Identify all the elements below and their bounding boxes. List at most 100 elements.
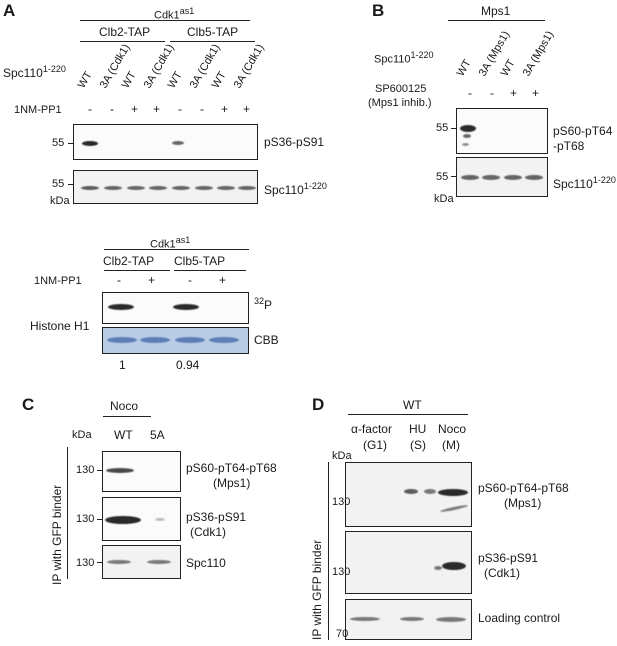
panel-a-lane-1: WT [75, 69, 95, 91]
band [350, 617, 380, 621]
band [173, 304, 199, 310]
panel-a-kinase-blot-cbb [102, 327, 249, 354]
band [107, 337, 137, 343]
panel-c-marker-1: 130 [76, 464, 95, 476]
panel-d-marker-2: 130 [332, 566, 351, 578]
panel-a-treat-5: - [178, 102, 182, 116]
panel-b-lane-3: WT [498, 57, 518, 79]
band [149, 186, 167, 190]
band [155, 518, 165, 521]
panel-c-marker-tick-3 [97, 562, 102, 563]
band [504, 175, 522, 180]
band [438, 489, 468, 496]
band [525, 175, 543, 180]
panel-b-marker-2: 55 [436, 171, 449, 183]
panel-d-blot-1 [345, 462, 472, 527]
panel-b-treat-3: + [510, 86, 518, 100]
panel-a-row-1nmpp1: 1NM-PP1 [14, 104, 62, 116]
panel-c-lane-5a: 5A [150, 428, 165, 442]
panel-d-side-label: IP with GFP binder [310, 539, 324, 640]
panel-a-treat-7: + [221, 102, 229, 116]
panel-d-letter: D [312, 395, 325, 414]
band [400, 617, 424, 621]
panel-c-marker-tick-2 [97, 519, 102, 520]
panel-d-cond-1: α-factor [351, 422, 392, 436]
panel-b-treat-2: - [490, 86, 494, 100]
panel-a-marker-tick-2 [68, 184, 73, 185]
band [105, 516, 141, 524]
panel-a-group-line-1 [80, 41, 165, 42]
panel-a-kinase-treat-4: + [219, 273, 227, 287]
panel-a-blot-phospho-label: pS36-pS91 [264, 135, 325, 149]
panel-d-side-bracket [328, 462, 329, 640]
panel-d-marker-3: 70 [336, 628, 349, 640]
panel-a-blot-total-label: Spc1101-220 [264, 181, 327, 197]
panel-c-marker-3: 130 [76, 557, 95, 569]
panel-a-lane-7: WT [209, 69, 229, 91]
band [140, 337, 170, 343]
panel-c-blot-3 [102, 545, 181, 579]
panel-c-letter: C [22, 395, 35, 414]
panel-a-treat-6: - [200, 102, 204, 116]
panel-d-phase-2: (S) [410, 438, 426, 452]
panel-d-strain: WT [403, 398, 422, 412]
band [463, 134, 471, 138]
panel-b-lane-4: 3A (Mps1) [520, 29, 557, 79]
panel-b-marker-tick-2 [451, 176, 456, 177]
panel-c-condition: Noco [110, 399, 139, 413]
panel-b-marker-tick-1 [451, 128, 456, 129]
panel-a-kinase-quant-2: 0.94 [176, 358, 200, 372]
band [147, 560, 171, 564]
panel-d-cond-3: Noco [438, 422, 467, 436]
panel-a-lane-8: 3A (Cdk1) [231, 42, 267, 91]
panel-b-treat-1: - [468, 86, 472, 100]
panel-a-blot-total [73, 170, 258, 204]
band [404, 489, 418, 494]
panel-a-treat-8: + [243, 102, 251, 116]
panel-c-blot-2-label-1: pS36-pS91 [186, 510, 247, 524]
panel-a-kinase-strain-line [104, 249, 249, 250]
panel-c-kda: kDa [72, 429, 92, 441]
panel-c-blot-2-label-2: (Cdk1) [190, 525, 227, 539]
panel-a-lane-5: WT [165, 69, 185, 91]
band [434, 566, 442, 570]
panel-d-marker-1: 130 [332, 496, 351, 508]
band [439, 504, 469, 513]
panel-d-blot-1-label-2: (Mps1) [504, 496, 542, 510]
panel-a-kinase-group-clb2: Clb2-TAP [103, 254, 155, 268]
panel-c-blot-2 [102, 497, 181, 541]
panel-a-kinase-group-line-2 [174, 270, 246, 271]
panel-d-blot-2-label-1: pS36-pS91 [478, 551, 539, 565]
panel-b-inhibitor: SP600125 [375, 83, 427, 95]
band [238, 186, 256, 190]
panel-b-treat-4: + [532, 86, 540, 100]
band [461, 175, 479, 180]
panel-a-treat-4: + [153, 102, 161, 116]
band [436, 617, 466, 622]
panel-a-kinase-group-line-1 [104, 270, 170, 271]
panel-a-kinase-row-1nmpp1: 1NM-PP1 [34, 275, 82, 287]
panel-a-treat-1: - [88, 102, 92, 116]
band [127, 186, 145, 190]
band [195, 186, 213, 190]
band [104, 186, 122, 190]
panel-a-kinase-strain: Cdk1as1 [150, 235, 191, 251]
panel-d-kda: kDa [332, 450, 352, 462]
panel-a-marker-2: 55 [52, 178, 65, 190]
panel-c-blot-1-label-2: (Mps1) [213, 476, 251, 490]
panel-d-cond-2: HU [409, 422, 427, 436]
panel-d-strain-line [348, 414, 468, 415]
panel-b-strain-line [448, 20, 545, 21]
panel-b-blot-phospho-label-2: -pT68 [553, 139, 585, 153]
band [81, 186, 99, 190]
panel-b-blot-phospho [456, 108, 548, 154]
band [172, 141, 184, 145]
panel-c-lane-wt: WT [114, 428, 133, 442]
panel-c-blot-3-label: Spc110 [186, 556, 226, 570]
panel-a-strain-line [80, 20, 250, 21]
band [82, 141, 98, 146]
panel-b-letter: B [372, 1, 385, 20]
panel-b-lane-1: WT [454, 57, 474, 79]
panel-a-kinase-quant-1: 1 [119, 358, 126, 372]
band [108, 304, 134, 310]
